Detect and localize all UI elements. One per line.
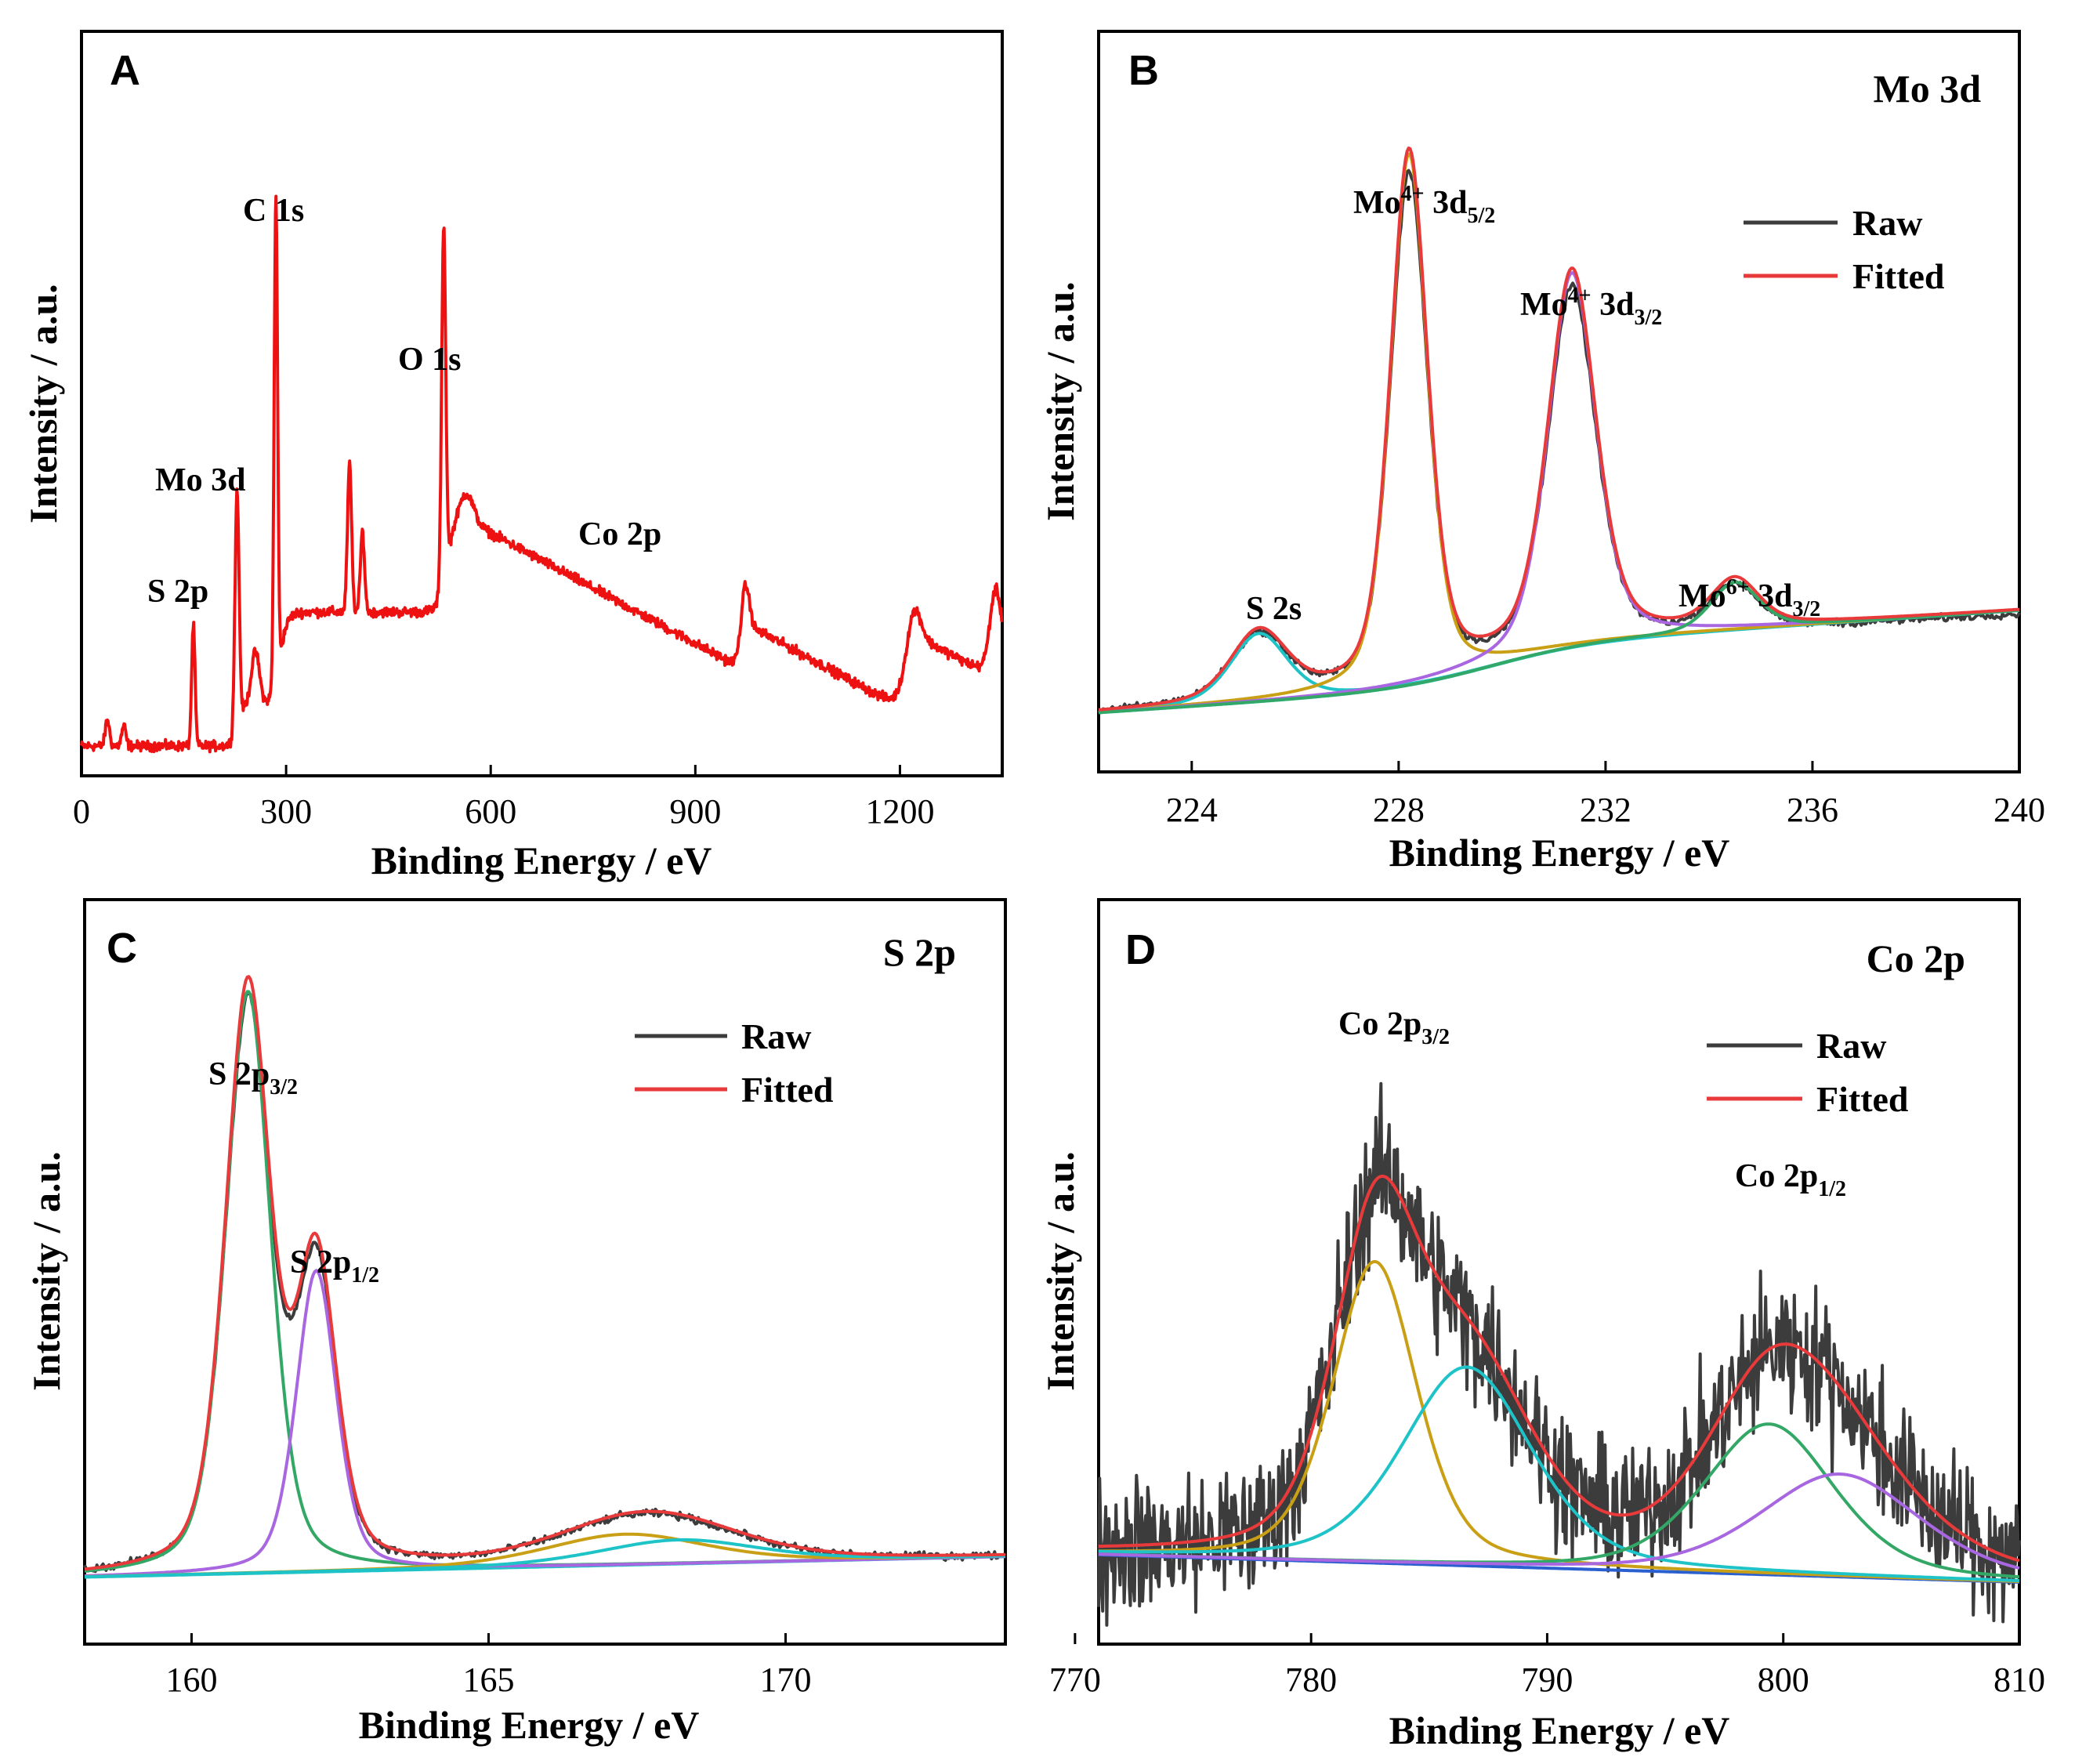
panel-d-frame [1097, 898, 2021, 1646]
panel-a-frame [80, 30, 1004, 777]
fitted-line [84, 975, 1006, 1571]
panel-c-letter: C [107, 925, 137, 972]
component-1-line [1098, 1365, 2020, 1582]
panel-a-series [80, 194, 1004, 754]
panel-d-co2p: 770 780 790 800 810 D Co 2p Raw Fitted Co 2p… [1038, 898, 2045, 1752]
legend-raw-label-b: Raw [1852, 203, 1922, 243]
x-tick-label: 160 [165, 1661, 217, 1699]
x-tick-label: 800 [1758, 1661, 1809, 1699]
survey-line [80, 194, 1004, 754]
annot-mo4-3d52: Mo4+ 3d5/2 [1353, 182, 1495, 228]
x-tick-label: 165 [462, 1661, 514, 1699]
annot-s2p12: S 2p1/2 [290, 1244, 379, 1288]
panel-d-ticks: 770 780 790 800 810 [1049, 1633, 2045, 1699]
component-3-line [84, 1538, 1006, 1579]
panel-c-title: S 2p [883, 930, 956, 974]
x-tick-label: 810 [1994, 1661, 2045, 1699]
component-3-line [1098, 1472, 2020, 1570]
panel-a-xlabel: Binding Energy / eV [371, 839, 712, 882]
fitted-line [1098, 1175, 2020, 1563]
annot-s2p: S 2p [147, 574, 208, 610]
component-3-line [1098, 580, 2020, 715]
annot-mo6-3d32: Mo6+ 3d3/2 [1678, 575, 1820, 621]
panel-c-frame [83, 898, 1007, 1646]
panel-a-ylabel: Intensity / a.u. [21, 284, 65, 523]
x-tick-label: 228 [1373, 791, 1425, 829]
panel-d-series [1097, 1081, 2021, 1627]
panel-b-ylabel: Intensity / a.u. [1038, 281, 1082, 521]
panel-b-legend: Raw Fitted [1744, 203, 1945, 296]
x-tick-label: 224 [1166, 791, 1218, 829]
panel-c-ylabel: Intensity / a.u. [24, 1151, 68, 1391]
panel-c-legend: Raw Fitted [635, 1016, 834, 1110]
raw-line [1097, 1081, 2021, 1627]
legend-raw-label-d: Raw [1816, 1026, 1886, 1066]
panel-d-ylabel: Intensity / a.u. [1038, 1151, 1082, 1391]
annot-mo3d: Mo 3d [155, 462, 246, 498]
panel-a-ticks: 0 300 600 900 1200 [73, 765, 934, 831]
legend-fitted-label-d: Fitted [1816, 1079, 1909, 1119]
legend-raw-label-c: Raw [741, 1016, 811, 1056]
panel-d-letter: D [1125, 926, 1156, 973]
panel-b-letter: B [1128, 47, 1159, 94]
component-1-line [84, 1269, 1005, 1577]
panel-c-ticks: 160 165 170 [165, 1633, 812, 1699]
panel-d-title: Co 2p [1867, 936, 1965, 980]
x-tick-label: 300 [260, 792, 312, 831]
panel-c-s2p: 160 165 170 C S 2p Raw Fitted S 2p3/2 S 2p… [24, 898, 1007, 1747]
legend-fitted-label-c: Fitted [741, 1070, 834, 1110]
panel-b-ticks: 224 228 232 236 240 [1166, 761, 2045, 829]
legend-fitted-label-b: Fitted [1852, 256, 1945, 296]
x-tick-label: 780 [1285, 1661, 1337, 1699]
x-tick-label: 232 [1580, 791, 1631, 829]
x-tick-label: 900 [669, 792, 721, 831]
panel-d-xlabel: Binding Energy / eV [1389, 1708, 1730, 1752]
annot-c1s: C 1s [243, 193, 304, 229]
panel-d-legend: Raw Fitted [1707, 1026, 1909, 1119]
x-tick-label: 170 [760, 1661, 812, 1699]
raw-line [1097, 168, 2021, 715]
panel-b-mo3d: 224 228 232 236 240 B Mo 3d Raw Fitted S 2s … [1038, 30, 2045, 875]
panel-c-series [83, 975, 1007, 1579]
annot-co2p12: Co 2p1/2 [1735, 1158, 1846, 1201]
x-tick-label: 236 [1787, 791, 1838, 829]
annot-o1s: O 1s [398, 342, 462, 378]
panel-b-title: Mo 3d [1874, 67, 1982, 110]
panel-a-letter: A [110, 47, 140, 94]
panel-c-xlabel: Binding Energy / eV [359, 1703, 700, 1747]
annot-co2p32: Co 2p3/2 [1338, 1006, 1450, 1049]
x-tick-label: 0 [73, 792, 90, 831]
x-tick-label: 1200 [865, 792, 934, 831]
x-tick-label: 770 [1049, 1661, 1101, 1699]
x-tick-label: 600 [465, 792, 516, 831]
annot-s2s: S 2s [1246, 591, 1302, 627]
x-tick-label: 240 [1994, 791, 2045, 829]
panel-b-frame [1097, 30, 2021, 773]
fitted-line [1098, 146, 2020, 712]
annot-s2p32: S 2p3/2 [208, 1056, 298, 1099]
baseline-line [1098, 609, 2020, 715]
x-tick-label: 790 [1521, 1661, 1573, 1699]
component-0-line [1098, 608, 2020, 713]
annot-co2p: Co 2p [578, 516, 661, 552]
annot-mo4-3d32: Mo4+ 3d3/2 [1520, 284, 1662, 330]
panel-b-series [1097, 146, 2021, 715]
panel-b-xlabel: Binding Energy / eV [1389, 831, 1730, 875]
panel-a-survey: 0 300 600 900 1200 A S 2p Mo 3d C 1s O 1s Co… [21, 30, 1004, 882]
